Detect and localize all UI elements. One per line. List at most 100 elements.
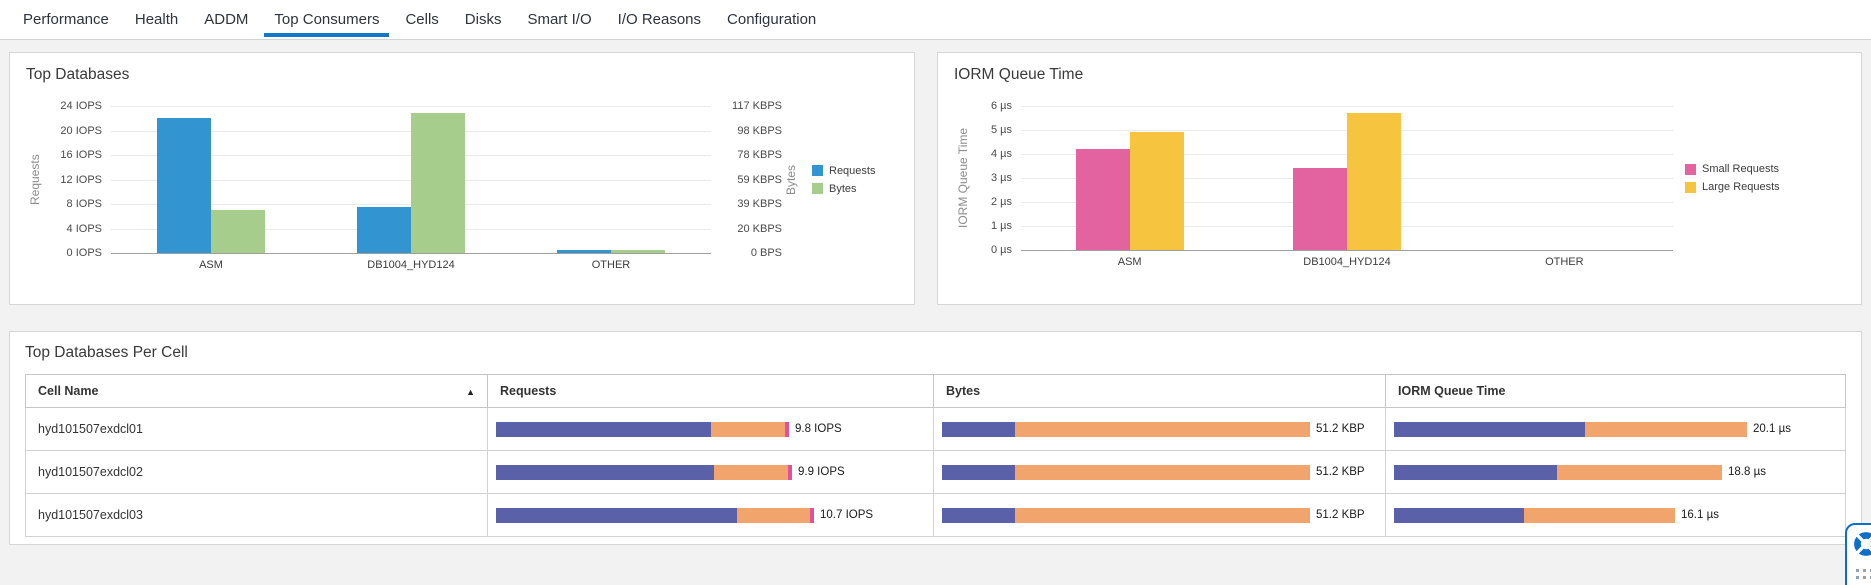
table-row-hyd101507exdcl01[interactable]: hyd101507exdcl01 9.8 IOPS 51.2 KBP 20.1 µs xyxy=(25,407,1846,451)
cell-name: hyd101507exdcl01 xyxy=(25,407,488,451)
iorm_queue_time-value: 18.8 µs xyxy=(1728,466,1766,478)
axis-tick-label: 5 µs xyxy=(990,124,1012,136)
requests-bar-line: 10.7 IOPS xyxy=(496,507,925,523)
bar-group-asm xyxy=(1021,106,1238,250)
chart-legend: Small Requests Large Requests xyxy=(1685,106,1845,250)
axis-tick-label: 8 IOPS xyxy=(66,198,102,210)
column-header-bytes[interactable]: Bytes xyxy=(933,374,1386,408)
legend-label: Small Requests xyxy=(1702,163,1780,175)
top-databases-per-cell-title: Top Databases Per Cell xyxy=(25,344,188,361)
panel-top-databases-per-cell: Top Databases Per Cell Cell Name ▲ Request… xyxy=(9,331,1862,545)
bar-asm-requests xyxy=(157,118,211,253)
x-axis-baseline xyxy=(111,253,711,254)
column-header-requests[interactable]: Requests xyxy=(487,374,934,408)
axis-tick-label: 98 KBPS xyxy=(737,124,782,137)
bar-segment xyxy=(1557,464,1722,480)
tab-top-consumers[interactable]: Top Consumers xyxy=(261,0,392,39)
axis-tick-label: 4 µs xyxy=(990,148,1012,160)
legend-swatch xyxy=(812,165,823,176)
iorm-queue-time-chart: IORM Queue Time 6 µs 5 µs 4 µs 3 µs 2 µs 1 µs 0… xyxy=(954,100,1845,268)
requests-bar xyxy=(496,464,792,480)
bar-segment xyxy=(788,464,792,480)
lifebuoy-icon xyxy=(1853,531,1871,562)
bar-segment xyxy=(496,464,714,480)
iorm_queue_time-value: 16.1 µs xyxy=(1681,509,1719,521)
bar-segment xyxy=(714,464,788,480)
gridline xyxy=(111,106,711,107)
bytes-cell: 51.2 KBP xyxy=(933,407,1386,451)
requests-cell: 10.7 IOPS xyxy=(487,493,934,537)
plot-column: ASM DB1004_HYD124 OTHER xyxy=(1021,106,1673,268)
iorm_queue_time-bar-line: 18.8 µs xyxy=(1394,464,1837,480)
bytes-value: 51.2 KBP xyxy=(1316,466,1365,478)
tab-performance[interactable]: Performance xyxy=(23,11,109,28)
table-row-hyd101507exdcl02[interactable]: hyd101507exdcl02 9.9 IOPS 51.2 KBP 18.8 µs xyxy=(25,450,1846,494)
iorm_queue_time-bar-line: 16.1 µs xyxy=(1394,507,1837,523)
column-header-iorm-queue-time[interactable]: IORM Queue Time xyxy=(1385,374,1846,408)
plot-area xyxy=(1021,106,1673,251)
legend-label: Bytes xyxy=(829,182,857,195)
axis-tick-label: 2 µs xyxy=(990,196,1012,208)
bar-groups xyxy=(111,106,711,253)
help-launcher[interactable] xyxy=(1845,523,1871,585)
bar-segment xyxy=(1015,507,1310,523)
column-header-label: IORM Queue Time xyxy=(1398,384,1506,398)
iorm_queue_time-value: 20.1 µs xyxy=(1753,423,1791,435)
category-axis: ASM DB1004_HYD124 OTHER xyxy=(111,259,711,271)
axis-tick-label: 78 KBPS xyxy=(737,149,782,161)
table-header-row: Cell Name ▲ Requests Bytes IORM Queue Time xyxy=(25,374,1846,408)
y-axis-ticks: 24 IOPS 20 IOPS 16 IOPS 12 IOPS 8 IOPS 4 IOPS… xyxy=(44,100,102,259)
bar-segment xyxy=(711,421,785,437)
table-row-hyd101507exdcl03[interactable]: hyd101507exdcl03 10.7 IOPS 51.2 KBP 16.1 µs xyxy=(25,493,1846,537)
iorm-queue-time-title: IORM Queue Time xyxy=(954,66,1084,83)
requests-bar xyxy=(496,507,814,523)
bar-db1004-hyd124-requests xyxy=(357,207,411,253)
bar-asm-large-requests xyxy=(1129,132,1184,250)
panel-iorm-queue-time: IORM Queue Time IORM Queue Time 6 µs 5 µs 4… xyxy=(937,52,1862,305)
tab-cells[interactable]: Cells xyxy=(405,11,439,28)
legend-item-bytes[interactable]: Bytes xyxy=(812,183,898,195)
bar-segment xyxy=(1394,464,1557,480)
legend-item-large-requests[interactable]: Large Requests xyxy=(1685,181,1845,193)
legend-item-small-requests[interactable]: Small Requests xyxy=(1685,163,1845,175)
legend-item-requests[interactable]: Requests xyxy=(812,165,898,177)
cell-name: hyd101507exdcl03 xyxy=(25,493,488,537)
category-label-other: OTHER xyxy=(1545,256,1584,268)
category-label-db1004-hyd124: DB1004_HYD124 xyxy=(367,259,455,271)
tab-addm[interactable]: ADDM xyxy=(204,11,249,28)
axis-tick-label: 39 KBPS xyxy=(737,198,782,210)
column-header-label: Cell Name xyxy=(38,384,99,398)
tab-health[interactable]: Health xyxy=(134,11,179,28)
legend-swatch xyxy=(1685,181,1696,193)
bar-group-db1004-hyd124 xyxy=(1238,106,1455,250)
requests-bar-line: 9.8 IOPS xyxy=(496,421,925,437)
bar-other-bytes xyxy=(611,250,665,253)
iorm_queue_time-bar-line: 20.1 µs xyxy=(1394,421,1837,437)
column-header-label: Bytes xyxy=(946,384,981,398)
tab-i-o-reasons[interactable]: I/O Reasons xyxy=(617,11,702,28)
bytes-bar xyxy=(942,507,1310,523)
category-label-asm: ASM xyxy=(199,259,223,271)
bar-segment xyxy=(785,421,789,437)
chart-legend: Requests Bytes xyxy=(812,106,898,253)
tab-bar: Performance Health ADDM Top Consumers Cells D… xyxy=(0,0,1871,40)
category-label-other: OTHER xyxy=(591,259,631,271)
iorm_queue_time-bar xyxy=(1394,464,1722,480)
iorm_queue_time-cell: 18.8 µs xyxy=(1385,450,1846,494)
tab-configuration[interactable]: Configuration xyxy=(727,11,817,28)
axis-tick-label: 24 IOPS xyxy=(60,100,102,112)
bar-segment xyxy=(1394,421,1585,437)
top-databases-chart-body: Requests 24 IOPS 20 IOPS 16 IOPS 12 IOPS 8 IO… xyxy=(26,100,898,271)
axis-tick-label: 20 IOPS xyxy=(60,124,102,137)
bar-segment xyxy=(1015,421,1310,437)
y-axis-ticks: 6 µs 5 µs 4 µs 3 µs 2 µs 1 µs 0 µs xyxy=(972,100,1012,256)
bytes-bar xyxy=(942,421,1310,437)
tab-smart-i-o[interactable]: Smart I/O xyxy=(527,11,592,28)
axis-tick-label: 0 µs xyxy=(990,244,1012,256)
legend-label: Large Requests xyxy=(1702,181,1780,193)
bar-asm-small-requests xyxy=(1075,149,1130,250)
bytes-bar xyxy=(942,464,1310,480)
legend-swatch xyxy=(1685,163,1696,175)
column-header-cell-name[interactable]: Cell Name ▲ xyxy=(25,374,488,408)
tab-disks[interactable]: Disks xyxy=(464,11,502,28)
